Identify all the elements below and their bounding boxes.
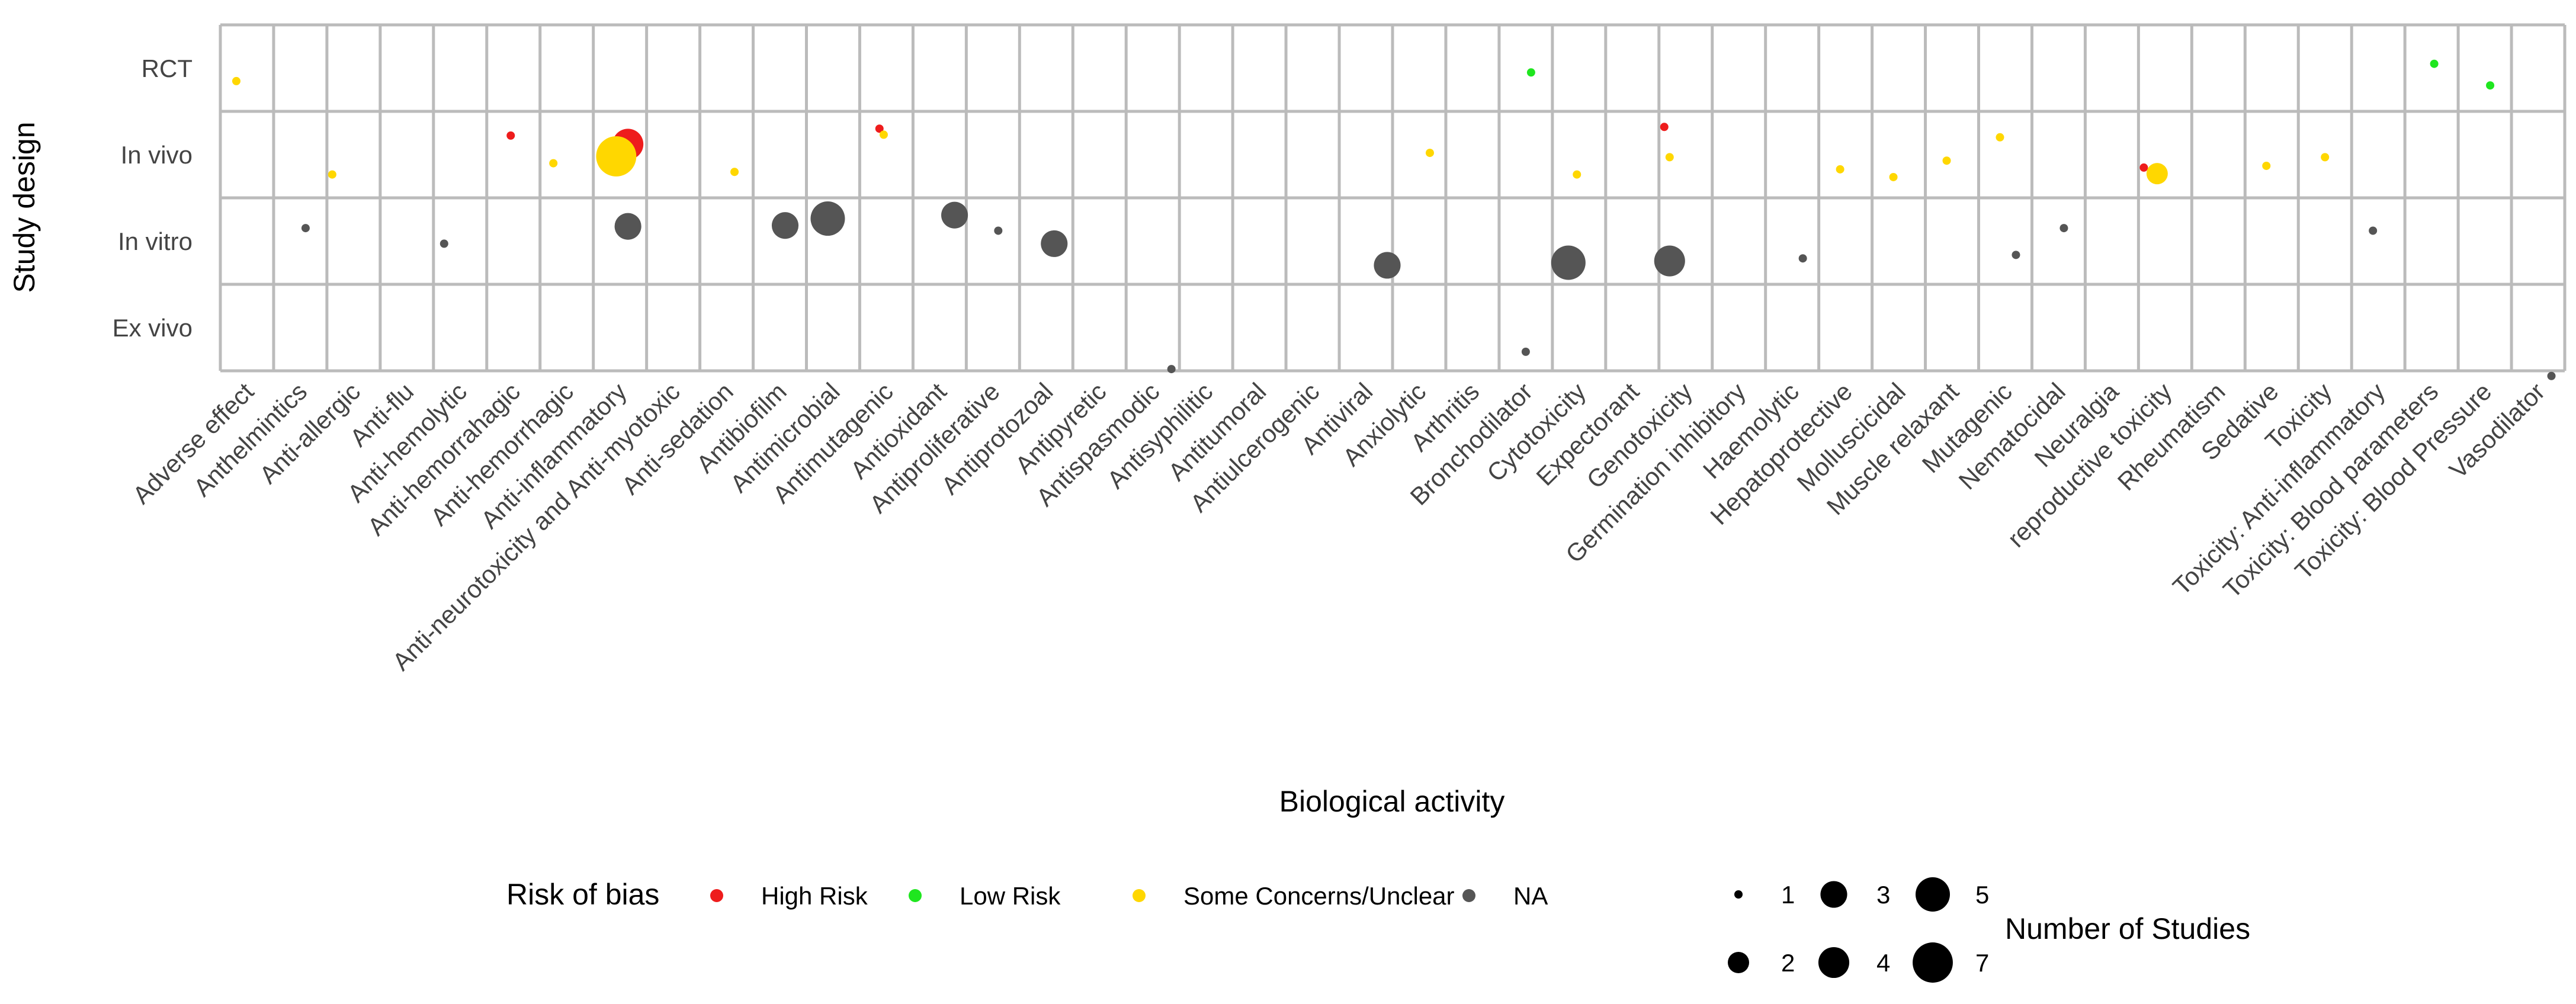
data-point-antioxidant-in-vitro: [941, 201, 968, 229]
legend-size-key-3: [1820, 881, 1847, 908]
data-point-anxiolytic-in-vivo: [1425, 149, 1434, 158]
data-point-antiproliferative-in-vitro: [994, 226, 1003, 235]
data-point-antispasmodic-ex-vivo: [1167, 365, 1176, 374]
x-axis-ticks: Adverse effectAnthelminticsAnti-allergic…: [127, 377, 2551, 676]
legend-key-some-concerns-unclear: [1133, 889, 1146, 902]
data-point-anti-inflammatory-in-vitro: [614, 213, 641, 240]
legend-size-label-3: 3: [1876, 881, 1890, 909]
data-point-adverse-effect-rct: [232, 76, 240, 85]
points-layer: [232, 59, 2556, 380]
legend-size-key-7: [1913, 942, 1953, 983]
data-point-toxicity-in-vivo: [2321, 153, 2330, 162]
data-point-sedative-in-vivo: [2262, 161, 2271, 170]
data-point-toxicity-blood-parameters-rct: [2430, 59, 2439, 68]
data-point-antiviral-in-vitro: [1374, 252, 1401, 279]
legend-label-low-risk: Low Risk: [960, 882, 1061, 910]
data-point-toxicity-blood-pressure-rct: [2486, 81, 2495, 90]
legend-size-key-1: [1734, 890, 1743, 899]
legend-key-na: [1462, 889, 1475, 902]
y-tick-label-ex-vivo: Ex vivo: [113, 314, 193, 342]
legend-key-low-risk: [909, 889, 922, 902]
data-point-nematocidal-in-vitro: [2059, 224, 2068, 233]
data-point-antimicrobial-in-vitro: [810, 201, 845, 236]
data-point-muscle-relaxant-in-vivo: [1942, 156, 1951, 165]
data-point-anti-hemolytic-in-vitro: [440, 239, 448, 248]
legend-size-label-2: 2: [1781, 949, 1795, 977]
data-point-vasodilator-ex-vivo: [2547, 371, 2556, 380]
y-axis-ticks: RCT In vivo In vitro Ex vivo: [113, 54, 193, 342]
legend-risk-title: Risk of bias: [506, 878, 659, 911]
legend-size-key-2: [1728, 952, 1749, 973]
legend-size-key-4: [1818, 947, 1850, 979]
data-point-anti-allergic-in-vivo: [328, 170, 336, 179]
data-point-genotoxicity-in-vitro: [1654, 245, 1685, 277]
data-point-cytotoxicity-in-vivo: [1573, 170, 1581, 179]
data-point-toxicity-anti-inflammatory-in-vitro: [2369, 226, 2378, 235]
y-tick-label-in-vivo: In vivo: [121, 141, 193, 169]
data-point-anti-inflammatory-in-vivo: [596, 136, 637, 177]
data-point-reproductive-toxicity-in-vivo: [2146, 163, 2168, 185]
data-point-antimutagenic-in-vivo: [879, 130, 888, 139]
data-point-haemolytic-in-vitro: [1798, 254, 1807, 263]
data-point-antiprotozoal-in-vitro: [1041, 230, 1068, 257]
legend-label-high-risk: High Risk: [761, 882, 868, 910]
data-point-anti-hemorrhagic-in-vivo: [549, 159, 558, 168]
data-point-molluscicidal-in-vivo: [1889, 172, 1898, 181]
data-point-anti-hemorrahagic-in-vivo: [506, 131, 515, 140]
legend-label-some-concerns-unclear: Some Concerns/Unclear: [1183, 882, 1455, 910]
legend-number-of-studies: Number of Studies 1 3 5 2 4 7: [1728, 877, 2250, 983]
grid-layer: [219, 23, 2567, 373]
data-point-antimutagenic-in-vivo: [875, 124, 884, 133]
legend-size-label-7: 7: [1975, 949, 1989, 977]
data-point-antibiofilm-in-vitro: [771, 212, 799, 239]
y-tick-label-in-vitro: In vitro: [118, 227, 193, 255]
data-point-anti-sedation-in-vivo: [730, 168, 739, 177]
legend-size-title: Number of Studies: [2005, 912, 2250, 945]
legend-label-na: NA: [1513, 882, 1548, 910]
legend-risk-of-bias: Risk of bias High Risk Low Risk Some Conce…: [506, 878, 1548, 911]
legend-size-key-5: [1916, 877, 1950, 912]
data-point-genotoxicity-in-vivo: [1660, 123, 1669, 131]
data-point-anthelmintics-in-vitro: [301, 224, 310, 233]
data-point-hepatoprotective-in-vivo: [1836, 165, 1844, 174]
data-point-mutagenic-in-vitro: [2012, 251, 2020, 259]
legend-size-label-1: 1: [1781, 881, 1795, 909]
legend-size-label-5: 5: [1975, 881, 1989, 909]
y-tick-label-rct: RCT: [142, 54, 193, 82]
y-axis-title: Study design: [8, 121, 41, 293]
data-point-reproductive-toxicity-in-vivo: [2139, 163, 2148, 172]
data-point-genotoxicity-in-vivo: [1665, 153, 1674, 162]
data-point-bronchodilator-ex-vivo: [1521, 347, 1530, 356]
data-point-mutagenic-in-vivo: [1996, 133, 2004, 142]
data-point-cytotoxicity-in-vitro: [1551, 245, 1586, 280]
data-point-bronchodilator-rct: [1526, 68, 1535, 77]
legend-key-high-risk: [710, 889, 723, 902]
x-axis-title: Biological activity: [1279, 785, 1505, 818]
legend-size-label-4: 4: [1876, 949, 1890, 977]
